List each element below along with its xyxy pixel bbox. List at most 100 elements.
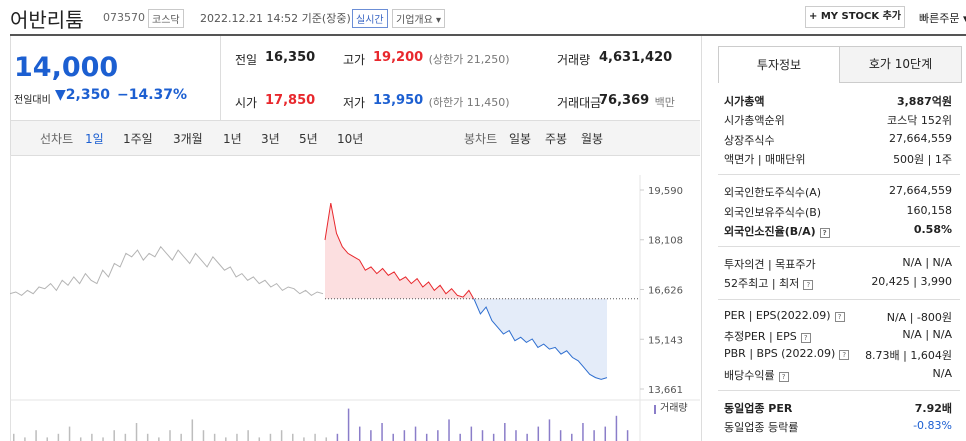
- volume-bar: [102, 437, 104, 441]
- volume-bar: [314, 433, 316, 441]
- info-label: 동일업종 PER: [724, 401, 793, 415]
- info-label-wrap: 액면가 | 매매단위: [724, 151, 806, 167]
- period-tab[interactable]: 3개월: [173, 132, 203, 146]
- volume-bar: [470, 426, 473, 441]
- info-label: 52주최고 | 최저: [724, 277, 800, 291]
- info-label: 시가총액: [724, 95, 765, 108]
- info-row: 추정PER | EPS? N/A | N/A: [724, 328, 952, 346]
- volume-bar: [559, 430, 562, 441]
- help-icon[interactable]: ?: [834, 311, 845, 322]
- change: ▼2,350: [55, 87, 111, 103]
- volume-bar: [124, 433, 127, 441]
- period-tab[interactable]: 1년: [223, 132, 242, 146]
- candle-tab[interactable]: 주봉: [545, 132, 568, 146]
- info-label-wrap: PER | EPS(2022.09)?: [724, 309, 845, 322]
- change-label: 전일대비: [14, 95, 51, 106]
- volume-bar: [604, 426, 607, 441]
- volume-bar: [492, 433, 495, 441]
- info-label: 동일업종 등락률: [724, 421, 799, 435]
- info-label-wrap: 시가총액순위: [724, 112, 785, 128]
- info-row: 배당수익률? N/A: [724, 367, 952, 385]
- y-tick-label: 13,661: [648, 385, 683, 396]
- info-value: 0.58%: [913, 222, 952, 236]
- info-label-wrap: 추정PER | EPS?: [724, 328, 811, 344]
- period-tab[interactable]: 1주일: [123, 132, 153, 146]
- stat-value: 76,369: [599, 93, 650, 108]
- info-label-wrap: 외국인보유주식수(B): [724, 204, 821, 220]
- period-tab[interactable]: 10년: [337, 132, 364, 146]
- realtime-tag[interactable]: 실시간: [352, 9, 388, 28]
- help-icon[interactable]: ?: [778, 371, 789, 382]
- volume-bar: [68, 426, 71, 441]
- help-icon[interactable]: ?: [800, 333, 811, 343]
- info-row: 외국인소진율(B/A)? 0.58%: [724, 223, 952, 241]
- info-row: 투자의견 | 목표주가 N/A | N/A: [724, 256, 952, 274]
- stat-label: 거래량: [557, 53, 591, 67]
- info-row: PER | EPS(2022.09)? N/A | -800원: [724, 309, 952, 327]
- stat-note: (상한가 21,250): [428, 53, 510, 66]
- volume-bar: [113, 430, 115, 441]
- info-value: N/A | N/A: [902, 256, 952, 270]
- help-icon[interactable]: ?: [803, 280, 814, 291]
- info-label-wrap: 상장주식수: [724, 132, 775, 148]
- volume-bar: [347, 408, 350, 441]
- volume-bar: [325, 437, 327, 441]
- quick-order[interactable]: 빠른주문 ▾: [919, 12, 966, 25]
- stat-label: 저가: [343, 96, 366, 110]
- header-rule: [10, 34, 966, 36]
- info-label: 배당수익률: [724, 368, 775, 382]
- info-row: 52주최고 | 최저? 20,425 | 3,990: [724, 275, 952, 293]
- info-label-wrap: 배당수익률?: [724, 367, 789, 383]
- info-label: 상장주식수: [724, 133, 775, 147]
- stat-value: 16,350: [265, 50, 316, 65]
- volume-bar: [626, 430, 629, 441]
- info-row: 동일업종 등락률 -0.83%: [724, 419, 952, 437]
- tab-label: 봉차트: [464, 132, 498, 146]
- help-icon[interactable]: ?: [819, 227, 830, 238]
- stat-value: 4,631,420: [599, 50, 673, 65]
- stat-label: 전일: [235, 53, 258, 67]
- volume-bar: [437, 430, 439, 441]
- volume-bar: [526, 433, 528, 441]
- volume-bar: [225, 437, 227, 441]
- volume-bar: [91, 433, 93, 441]
- info-row: PBR | BPS (2022.09)? 8.73배 | 1,604원: [724, 347, 952, 365]
- volume-bar: [459, 433, 461, 441]
- info-value: 500원 | 1주: [893, 152, 952, 166]
- stat-note: (하한가 11,450): [428, 96, 510, 109]
- side-tab[interactable]: 투자정보: [718, 46, 840, 83]
- info-label-wrap: 동일업종 PER: [724, 400, 792, 416]
- info-value: 27,664,559: [889, 131, 952, 145]
- candle-tab[interactable]: 일봉: [509, 132, 532, 146]
- info-value: N/A | N/A: [902, 328, 952, 341]
- volume-bar: [414, 426, 417, 441]
- stock-code: 073570: [103, 11, 145, 24]
- info-label: 외국인한도주식수(A): [724, 186, 822, 200]
- y-tick-label: 15,143: [648, 335, 683, 346]
- side-tab[interactable]: 호가 10단계: [839, 46, 962, 83]
- divider: [220, 36, 221, 120]
- change-rate: −14.37%: [117, 87, 188, 103]
- volume-bar: [180, 433, 182, 441]
- candle-tab[interactable]: 월봉: [581, 132, 604, 146]
- info-row: 시가총액 3,887억원: [724, 93, 952, 111]
- volume-bar: [336, 433, 339, 441]
- current-price: 14,000: [14, 52, 119, 83]
- period-tab[interactable]: 1일: [85, 132, 104, 146]
- period-tab[interactable]: 3년: [261, 132, 280, 146]
- stat-value: 13,950: [373, 93, 424, 108]
- info-label: 시가총액순위: [724, 114, 785, 128]
- my-stock-button[interactable]: + MY STOCK 추가: [805, 6, 905, 28]
- period-tab[interactable]: 5년: [299, 132, 318, 146]
- info-row: 동일업종 PER 7.92배: [724, 400, 952, 418]
- today-line-down: [473, 298, 608, 380]
- volume-bar: [358, 426, 361, 441]
- help-icon[interactable]: ?: [839, 350, 850, 361]
- company-overview[interactable]: 기업개요 ▾: [392, 9, 445, 28]
- info-value: 20,425 | 3,990: [871, 275, 952, 289]
- info-value: 7.92배: [914, 401, 952, 415]
- info-value: N/A: [932, 366, 952, 380]
- volume-bar: [571, 433, 573, 441]
